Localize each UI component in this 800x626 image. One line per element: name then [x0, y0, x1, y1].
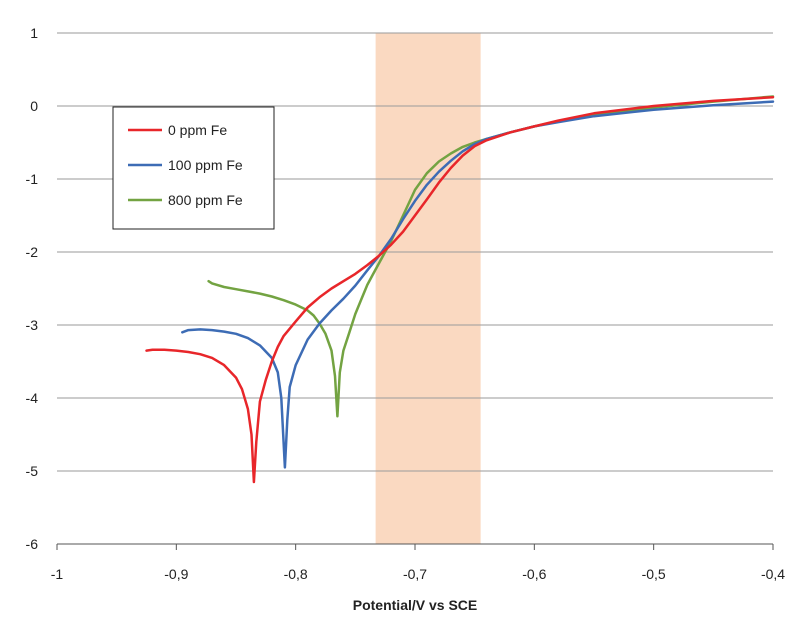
x-tick-label: -0,9	[164, 566, 188, 582]
legend-label: 800 ppm Fe	[168, 192, 243, 208]
series-line-800-ppm	[207, 95, 775, 418]
series-lines	[145, 95, 775, 484]
y-tick-label: -6	[26, 536, 39, 552]
x-tick-label: -1	[51, 566, 64, 582]
y-tick-label: 1	[30, 25, 38, 41]
legend-box	[112, 106, 275, 230]
x-axis	[56, 543, 774, 550]
series-line-0-ppm	[145, 95, 775, 484]
x-tick-label: -0,5	[642, 566, 666, 582]
legend-label: 0 ppm Fe	[168, 122, 227, 138]
y-tick-label: -3	[26, 317, 39, 333]
highlight-band-layer	[375, 33, 481, 544]
highlight-band	[375, 33, 481, 544]
y-tick-label: -5	[26, 463, 39, 479]
legend-label: 100 ppm Fe	[168, 157, 243, 173]
x-axis-title: Potential/V vs SCE	[353, 597, 477, 613]
y-axis-tick-labels: 1 0 -1 -2 -3 -4 -5 -6	[26, 25, 39, 552]
x-tick-label: -0,6	[522, 566, 546, 582]
x-tick-label: -0,8	[284, 566, 308, 582]
y-tick-label: 0	[30, 98, 38, 114]
legend: 0 ppm Fe 100 ppm Fe 800 ppm Fe	[112, 106, 275, 230]
x-tick-label: -0,4	[761, 566, 785, 582]
y-tick-label: -4	[26, 390, 39, 406]
y-tick-label: -2	[26, 244, 39, 260]
x-tick-label: -0,7	[403, 566, 427, 582]
y-tick-label: -1	[26, 171, 39, 187]
legend-items: 0 ppm Fe 100 ppm Fe 800 ppm Fe	[128, 122, 243, 208]
x-axis-tick-labels: -1 -0,9 -0,8 -0,7 -0,6 -0,5 -0,4	[51, 566, 786, 582]
